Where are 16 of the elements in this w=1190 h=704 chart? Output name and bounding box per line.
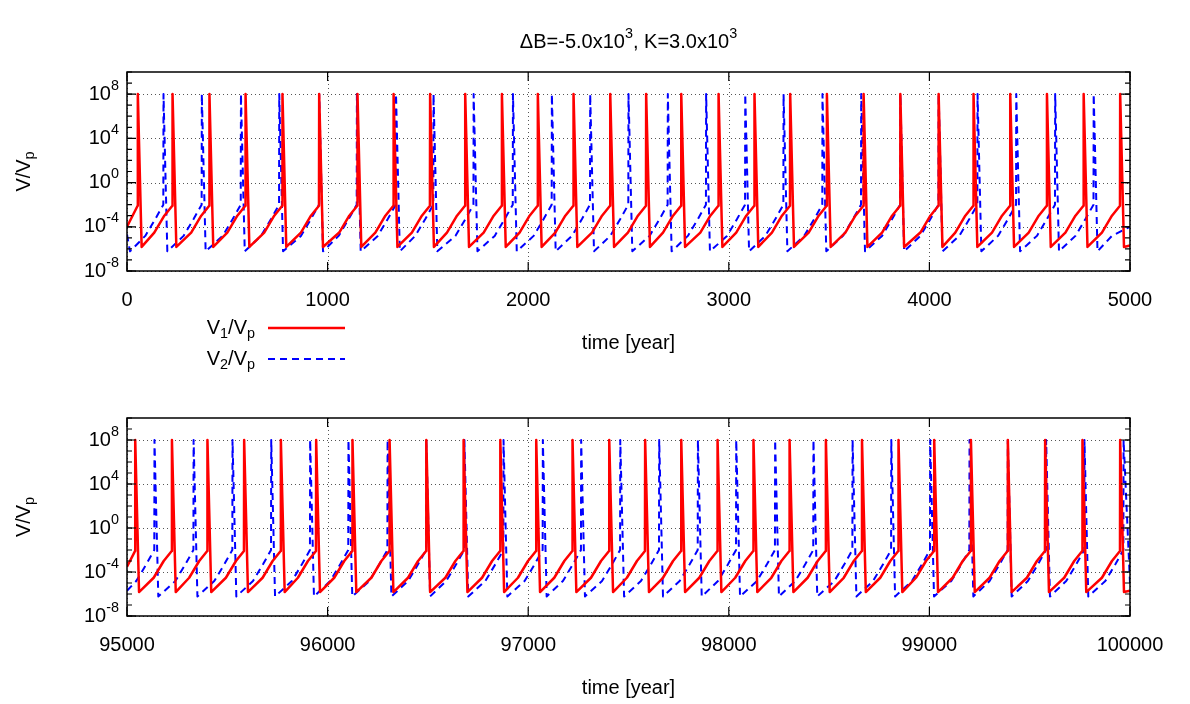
x-tick-label: 99000 xyxy=(901,632,958,655)
x-tick-label: 5000 xyxy=(1107,287,1153,310)
x-tick-label: 95000 xyxy=(99,632,155,655)
x-tick-label: 97000 xyxy=(500,632,557,655)
x-tick-label: 4000 xyxy=(907,287,952,310)
y-axis-title: V/Vp xyxy=(11,151,37,192)
x-tick-label: 100000 xyxy=(1096,632,1164,655)
x-tick-label: 98000 xyxy=(700,632,757,655)
y-axis-title: V/Vp xyxy=(11,496,37,538)
x-tick-label: 96000 xyxy=(299,632,356,655)
x-tick-label: 3000 xyxy=(706,287,752,310)
x-tick-label: 2000 xyxy=(505,287,551,310)
x-tick-label: 1000 xyxy=(305,287,350,310)
x-axis-title: time [year] xyxy=(581,330,676,353)
x-axis-title: time [year] xyxy=(581,675,676,698)
x-tick-label: 0 xyxy=(121,287,133,310)
